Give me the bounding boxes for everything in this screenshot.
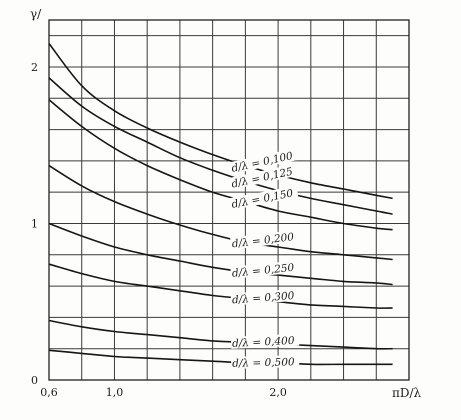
y-tick-label: 2 xyxy=(31,61,38,74)
curve-series-6 xyxy=(48,263,393,309)
curve-series-8 xyxy=(48,349,393,366)
grid xyxy=(49,20,409,380)
curve-series-5 xyxy=(48,222,393,286)
curve-label-background xyxy=(230,229,300,250)
curve-series-3 xyxy=(48,99,393,231)
tick-labels: 0,6 1,0 2,0 0 1 2 xyxy=(31,61,287,399)
plot-frame xyxy=(48,19,410,381)
curves xyxy=(48,43,393,366)
curve-label-5: d/λ = 0,250 xyxy=(231,262,295,280)
x-tick-label: 0,6 xyxy=(40,386,58,399)
curve-label-7: d/λ = 0,400 xyxy=(232,335,295,350)
curve-series-1 xyxy=(48,43,393,200)
curve-label-background xyxy=(231,355,300,369)
x-tick-label: 1,0 xyxy=(106,386,124,399)
x-tick-label: 2,0 xyxy=(269,386,287,399)
y-tick-label: 1 xyxy=(31,217,38,230)
curve-label-8: d/λ = 0,500 xyxy=(232,356,295,370)
curve-label-background xyxy=(229,148,299,175)
curve-label-6: d/λ = 0,300 xyxy=(232,290,295,306)
curve-label-background xyxy=(229,163,299,190)
curve-series-2 xyxy=(48,77,393,215)
curve-label-background xyxy=(229,185,299,211)
curve-series-7 xyxy=(48,319,393,350)
curve-series-4 xyxy=(48,164,393,261)
y-axis-label: γ/ xyxy=(30,7,42,21)
y-tick-label: 0 xyxy=(31,374,38,387)
x-axis-label: πD/λ xyxy=(392,386,422,400)
curve-label-background xyxy=(230,260,300,279)
curve-label-background xyxy=(230,333,300,349)
curve-label-background xyxy=(230,288,300,306)
